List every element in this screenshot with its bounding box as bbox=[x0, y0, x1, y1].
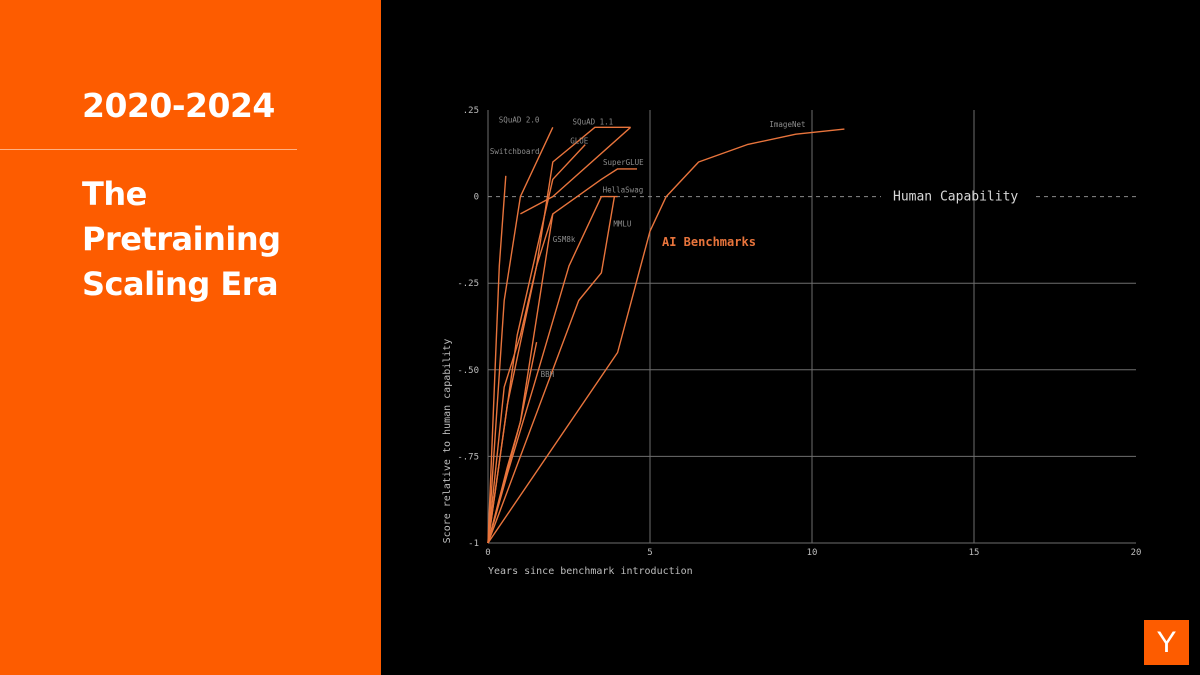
series-line bbox=[487, 144, 586, 544]
series-label: SQuAD 2.0 bbox=[499, 115, 540, 124]
series-label: Switchboard bbox=[490, 147, 540, 156]
title-divider bbox=[0, 149, 297, 150]
x-tick-label: 0 bbox=[485, 548, 490, 558]
title-panel: 2020-2024 The Pretraining Scaling Era bbox=[0, 0, 381, 675]
y-tick-label: -1 bbox=[468, 539, 479, 549]
slide-years: 2020-2024 bbox=[82, 86, 275, 125]
x-axis-label: Years since benchmark introduction bbox=[488, 566, 693, 577]
series-line bbox=[487, 341, 538, 544]
series-label: GLUE bbox=[570, 137, 589, 146]
slide-title-line: Scaling Era bbox=[82, 265, 279, 303]
x-tick-label: 10 bbox=[807, 548, 818, 558]
series-lines bbox=[487, 126, 845, 544]
x-tick-label: 20 bbox=[1131, 548, 1142, 558]
series-labels: Switchboard SQuAD 2.0 SQuAD 1.1 GLUE SuperGL… bbox=[490, 115, 806, 379]
series-line bbox=[487, 175, 507, 544]
x-tick-label: 5 bbox=[647, 548, 652, 558]
axis-ticks: -1 -.75 -.50 -.25 0 .25 0 5 10 15 20 bbox=[457, 106, 1141, 558]
ai-benchmarks-annotation: AI Benchmarks bbox=[662, 235, 756, 249]
y-tick-label: -.25 bbox=[457, 279, 479, 289]
series-label: SuperGLUE bbox=[603, 158, 644, 167]
series-line bbox=[487, 213, 554, 544]
slide-title-line: Pretraining bbox=[82, 220, 281, 258]
y-tick-label: -.75 bbox=[457, 452, 479, 462]
yc-logo-letter: Y bbox=[1156, 625, 1177, 659]
y-tick-label: .25 bbox=[463, 106, 479, 116]
series-label: MMLU bbox=[613, 220, 631, 229]
series-label: GSM8k bbox=[553, 235, 576, 244]
yc-logo: Y bbox=[1144, 620, 1189, 665]
series-line bbox=[487, 127, 554, 544]
series-label: SQuAD 1.1 bbox=[573, 117, 614, 126]
y-tick-label: 0 bbox=[474, 193, 479, 203]
series-line bbox=[487, 195, 618, 544]
slide-title: The Pretraining Scaling Era bbox=[82, 172, 281, 307]
series-line bbox=[487, 196, 616, 544]
reference-line-label: Human Capability bbox=[893, 190, 1018, 205]
y-tick-label: -.50 bbox=[457, 366, 479, 376]
slide-title-line: The bbox=[82, 175, 147, 213]
series-label: HellaSwag bbox=[603, 186, 644, 195]
series-line bbox=[487, 128, 845, 544]
series-label: BBH bbox=[541, 370, 555, 379]
series-label: ImageNet bbox=[769, 120, 805, 129]
x-tick-label: 15 bbox=[969, 548, 980, 558]
grid-lines bbox=[487, 110, 1136, 544]
y-axis-label: Score relative to human capability bbox=[442, 339, 453, 544]
series-line bbox=[520, 126, 632, 215]
benchmark-chart: Human Capability Switchboard SQuAD 2.0 SQu… bbox=[442, 106, 1141, 577]
